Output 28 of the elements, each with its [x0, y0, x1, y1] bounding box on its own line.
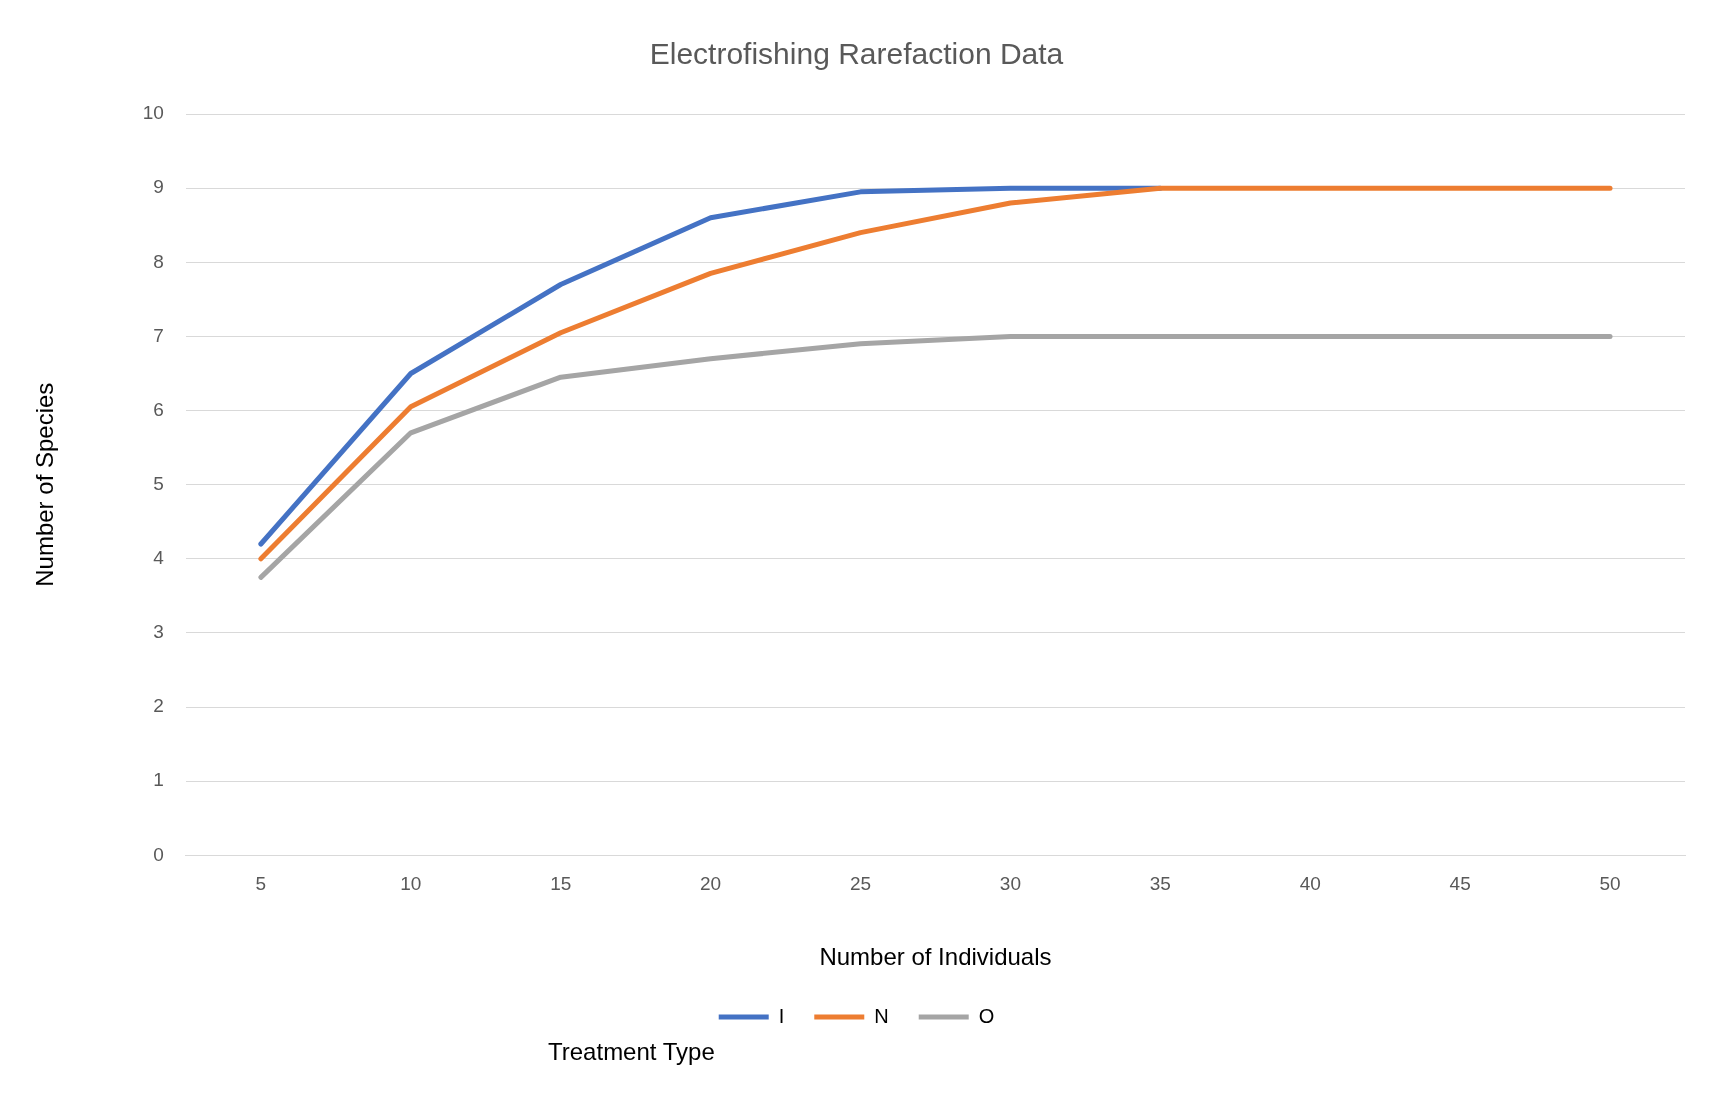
y-tick-label: 8: [153, 250, 164, 272]
x-axis-title: Number of Individuals: [819, 943, 1052, 971]
legend-label: O: [978, 1004, 995, 1027]
x-tick-label: 40: [1299, 873, 1321, 895]
x-tick-label: 30: [999, 873, 1021, 895]
legend-label: I: [778, 1004, 785, 1027]
x-tick-label: 20: [700, 873, 722, 895]
y-tick-label: 0: [153, 843, 164, 865]
x-tick-label: 35: [1149, 873, 1171, 895]
x-tick-label: 50: [1599, 873, 1621, 895]
y-tick-label: 10: [142, 102, 164, 124]
y-axis-title: Number of Species: [31, 382, 59, 587]
x-tick-label: 10: [400, 873, 422, 895]
y-tick-label: 7: [153, 324, 164, 346]
y-tick-label: 1: [153, 769, 164, 791]
y-tick-label: 6: [153, 398, 164, 420]
legend-title: Treatment Type: [548, 1038, 715, 1066]
y-tick-label: 4: [153, 547, 165, 569]
y-tick-label: 3: [153, 621, 164, 643]
chart-title: Electrofishing Rarefaction Data: [649, 37, 1064, 71]
y-tick-label: 5: [153, 472, 164, 494]
y-tick-label: 9: [153, 176, 164, 198]
x-tick-label: 5: [255, 873, 267, 895]
x-tick-label: 45: [1449, 873, 1471, 895]
x-tick-label: 25: [849, 873, 872, 895]
x-tick-label: 15: [550, 873, 572, 895]
legend-label: N: [874, 1004, 889, 1027]
y-tick-label: 2: [153, 695, 164, 717]
